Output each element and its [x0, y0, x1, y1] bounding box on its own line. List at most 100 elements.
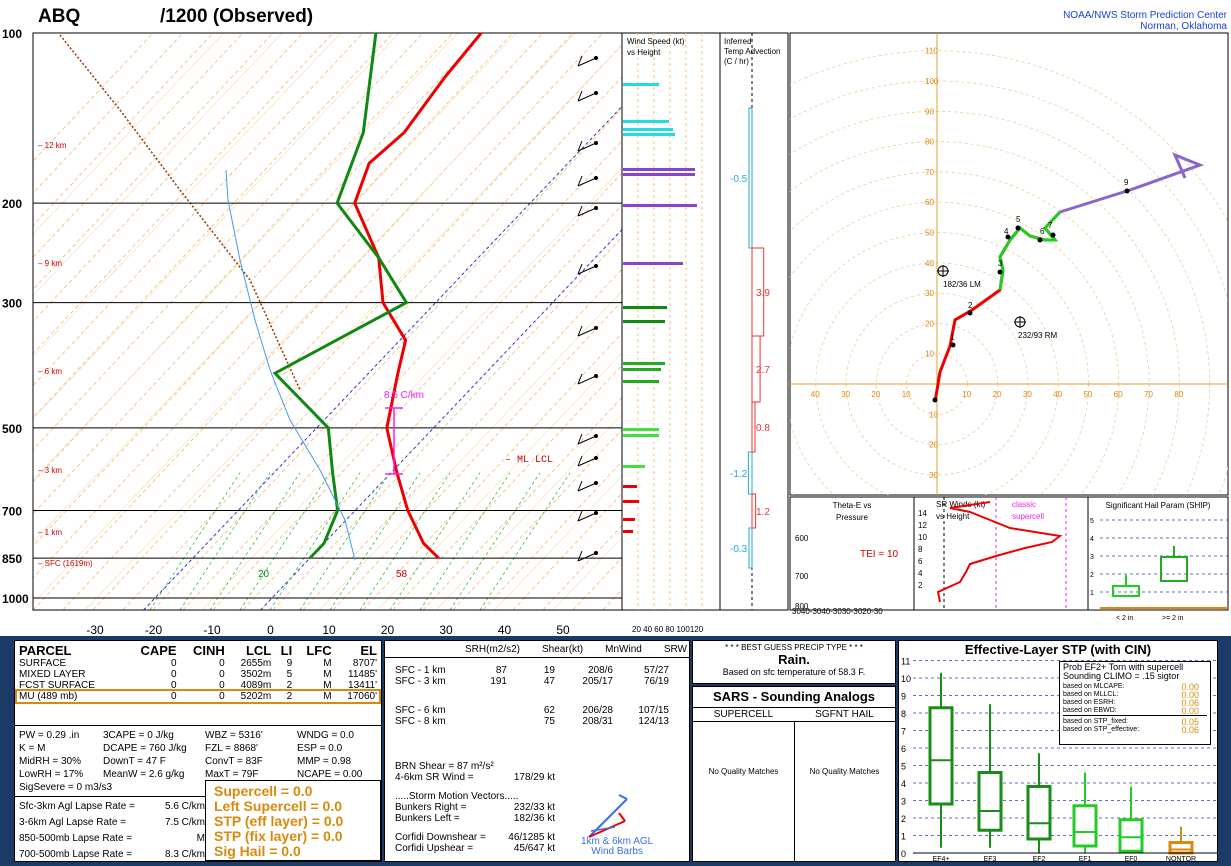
ws-bar: [623, 306, 667, 309]
cell: 3502m: [240, 669, 272, 680]
divider: [693, 707, 895, 708]
composite-stp-eff: STP (eff layer) = 0.0: [214, 813, 344, 829]
sars-col-supercell: SUPERCELL: [713, 709, 774, 720]
layer: SFC - 3 km: [395, 676, 446, 687]
bunkers-left: Bunkers Left = 182/36 kt: [395, 813, 555, 824]
hodo-km-dot: [1124, 188, 1130, 194]
spacer: [395, 783, 595, 791]
shear: 75: [543, 716, 555, 727]
index-row: PW = 0.29 .in 3CAPE = 0 J/kg WBZ = 5316' WN…: [19, 729, 381, 742]
temp-label: 40: [498, 623, 512, 636]
cell: 2: [286, 691, 293, 702]
wind-barb: [577, 57, 597, 67]
adv-title: Temp Advection: [724, 47, 780, 56]
mixing-line: [419, 472, 511, 610]
sr-wind: 4-6km SR Wind = 178/29 kt: [395, 772, 555, 783]
srh: 87: [495, 665, 507, 676]
based-label: based on MLCAPE:: [1063, 683, 1125, 690]
barb-flag: [577, 455, 583, 467]
mixing-line: [479, 472, 571, 610]
hodo-km-label: 1: [950, 333, 955, 342]
adv-title: (C / hr): [724, 57, 749, 66]
isotherm: [377, 352, 622, 610]
lapse-value: 8.3 C/km: [164, 849, 205, 860]
cell: M: [323, 691, 332, 702]
srh: [477, 705, 507, 716]
mixing-line: [209, 472, 301, 610]
pressure-label: 300: [2, 297, 22, 311]
dry-adiabat: [152, 108, 622, 610]
barb-flag: [577, 140, 583, 152]
hodo-km-label: 6: [1040, 227, 1045, 236]
divider: [693, 721, 895, 722]
hodo-km-dot: [967, 310, 973, 316]
isotherm: [435, 413, 622, 610]
barb-dot: [594, 326, 598, 330]
ws-bar: [623, 368, 661, 371]
hodo-km-label: 4: [1004, 227, 1009, 236]
srh: [477, 716, 507, 727]
barb-flag: [577, 263, 583, 275]
brn: BRN Shear = 87 m²/s²: [395, 761, 494, 772]
composite-stp-fix: STP (fix layer) = 0.0: [214, 828, 343, 844]
lapse-label: 700-500mb Lapse Rate =: [19, 849, 133, 860]
cell: 17060': [347, 691, 377, 702]
ws-bar: [623, 204, 697, 207]
hodo-green: [998, 210, 1062, 291]
indices-block: PW = 0.29 .in 3CAPE = 0 J/kg WBZ = 5316' WN…: [19, 729, 381, 794]
barb-labels: 1km & 6km AGL Wind Barbs: [581, 837, 653, 857]
wind-barb: [577, 435, 597, 445]
cell: 0: [219, 669, 225, 680]
adv-bar: [751, 335, 761, 403]
cell: 9: [286, 658, 293, 669]
stp-box: [1026, 785, 1052, 841]
temp-label: -10: [203, 623, 221, 636]
cell: 0: [219, 658, 225, 669]
height-label: – 9 km: [38, 259, 62, 268]
based-value: 0.05: [1181, 717, 1199, 727]
cu-label: Corfidi Upshear =: [395, 843, 474, 854]
bottom-panels: PARCEL CAPE CINH LCL LI LFC EL SURFACE 0 0…: [0, 636, 1231, 866]
barb-flag: [577, 510, 583, 522]
divider: [794, 721, 795, 861]
ws-bar: [623, 320, 665, 323]
hodo-ring-label: 90: [925, 107, 934, 116]
index: ESP = 0.0: [297, 743, 343, 754]
stp-x-label: EF0: [1125, 856, 1138, 861]
based-value: 0.00: [1181, 706, 1199, 716]
mixing-line: [449, 472, 541, 610]
hdr-mnwind: MnWind: [605, 644, 642, 655]
mixing-line: [359, 472, 451, 610]
hodo-ring-label: 30: [925, 289, 934, 298]
adv-bar: [751, 401, 756, 453]
precip-type: Rain.: [778, 652, 810, 667]
pressure-label: 700: [2, 505, 22, 519]
hdr-lcl: LCL: [245, 643, 272, 658]
isotherm: [33, 33, 575, 604]
hodo-x-label: 50: [1084, 390, 1093, 399]
stp-y-label: 7: [901, 727, 906, 737]
barb-dot: [594, 481, 598, 485]
wind-barb: [577, 327, 597, 337]
stp-y-label: 6: [901, 744, 906, 754]
barb-dot: [594, 551, 598, 555]
stp-x-label: EF2: [1033, 856, 1046, 861]
adv-label: -0.5: [730, 174, 748, 185]
height-label: – 1 km: [38, 528, 62, 537]
hodo-x-label: 40: [811, 390, 820, 399]
wind-barb: [577, 177, 597, 187]
adv-bar: [751, 493, 757, 529]
barb-flag: [577, 90, 583, 102]
lapse-label: Sfc-3km Agl Lapse Rate =: [19, 801, 135, 812]
hodo-km-dot: [950, 342, 956, 348]
mixing-line: [179, 472, 271, 610]
index: MaxT = 79F: [205, 769, 259, 780]
cell: 0: [219, 680, 225, 691]
hodo-ring-label: 80: [925, 138, 934, 147]
isotherm: [33, 33, 458, 481]
dry-adiabat: [33, 33, 574, 610]
hodo-ring-label: 110: [925, 47, 938, 56]
wind-barb: [577, 92, 597, 102]
dewpoint-trace: [272, 32, 409, 560]
hdr-li: LI: [280, 643, 293, 658]
